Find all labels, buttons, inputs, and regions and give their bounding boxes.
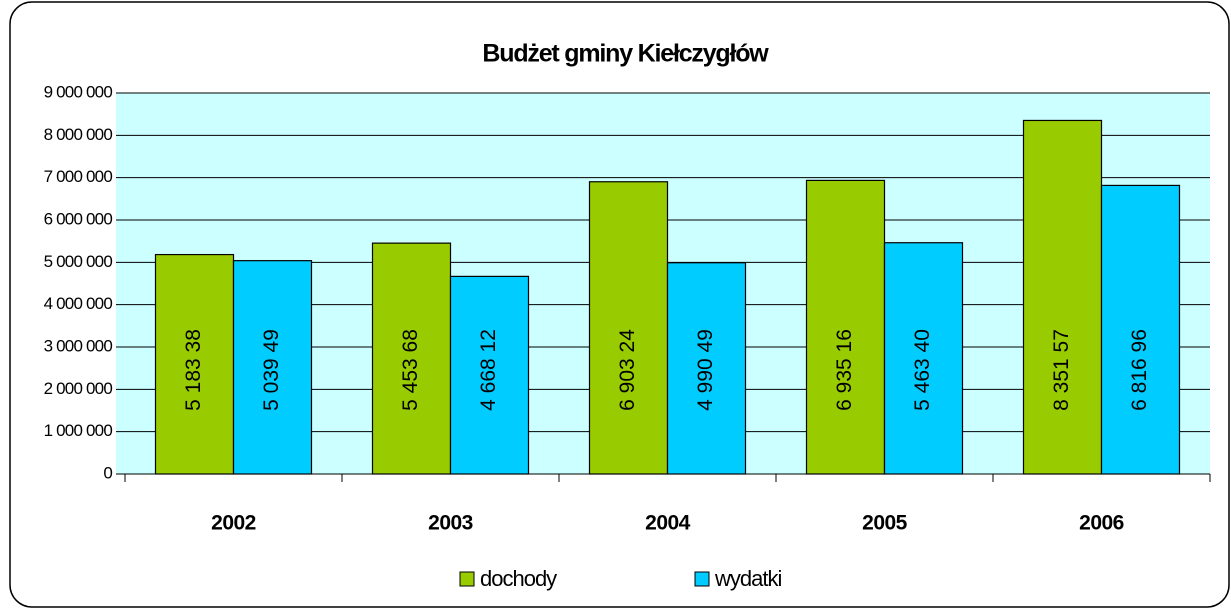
data-label: 8 351 57 <box>1050 329 1073 411</box>
bar <box>666 262 747 475</box>
data-label: 4 990 49 <box>694 329 717 411</box>
bar <box>588 181 669 475</box>
data-label: 5 183 38 <box>182 329 205 411</box>
bar <box>371 242 452 475</box>
data-label: 5 453 68 <box>399 329 422 411</box>
legend-label: wydatki <box>714 566 781 591</box>
bar <box>1022 119 1103 475</box>
bar <box>154 253 235 475</box>
data-label: 6 903 24 <box>616 329 639 411</box>
y-tick-label: 0 <box>103 463 112 482</box>
y-tick-label: 1 000 000 <box>44 421 113 440</box>
data-label: 6 935 16 <box>833 329 856 411</box>
legend-swatch <box>694 571 710 587</box>
bar <box>1100 184 1181 475</box>
y-tick-label: 8 000 000 <box>44 125 113 144</box>
x-tick-label: 2002 <box>211 512 256 535</box>
legend-swatch <box>459 571 475 587</box>
bar <box>449 275 530 475</box>
legend-label: dochody <box>480 566 557 591</box>
x-tick-label: 2003 <box>428 512 473 535</box>
y-tick-label: 5 000 000 <box>44 252 113 271</box>
x-tick-label: 2006 <box>1079 512 1124 535</box>
y-tick-label: 4 000 000 <box>44 294 113 313</box>
data-label: 5 039 49 <box>260 329 283 411</box>
bar <box>805 179 886 475</box>
data-label: 4 668 12 <box>477 329 500 411</box>
x-tick-label: 2005 <box>862 512 908 535</box>
bar <box>232 260 313 475</box>
y-tick-label: 2 000 000 <box>44 379 113 398</box>
y-tick-label: 3 000 000 <box>44 336 113 355</box>
y-tick-label: 9 000 000 <box>44 82 113 101</box>
y-tick-label: 7 000 000 <box>44 167 113 186</box>
y-tick-label: 6 000 000 <box>44 209 113 228</box>
chart-title: Budżet gminy Kiełczygłów <box>482 40 769 68</box>
x-tick-label: 2004 <box>645 512 691 535</box>
data-label: 5 463 40 <box>911 329 934 411</box>
bar <box>883 242 964 475</box>
data-label: 6 816 96 <box>1128 329 1151 411</box>
